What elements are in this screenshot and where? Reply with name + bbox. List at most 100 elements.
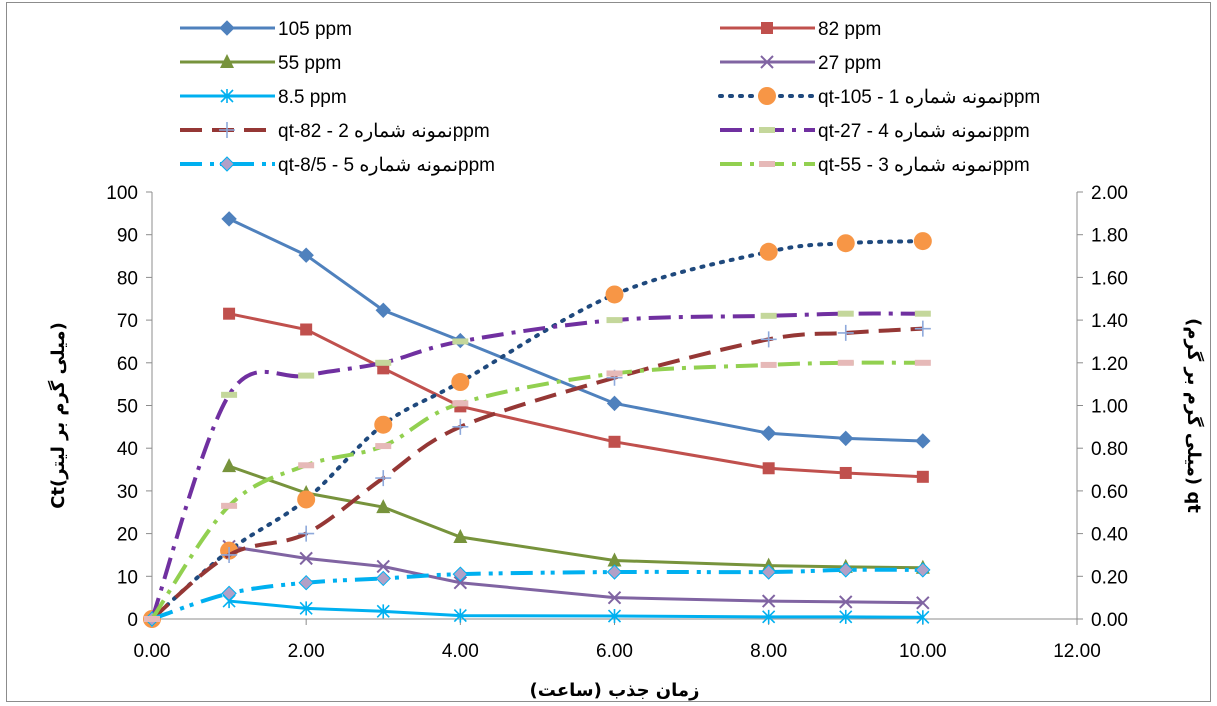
data-point: [298, 462, 315, 469]
y-left-tick-label: 10: [117, 567, 138, 588]
data-point: [222, 458, 237, 473]
y-left-tick-label: 30: [117, 482, 138, 503]
chart-frame: [6, 2, 1211, 702]
legend-label: qt-55 - 3 نمونه شمارهppm: [818, 155, 1030, 176]
data-point: [606, 395, 623, 412]
y-left-tick-label: 40: [117, 439, 138, 460]
legend-marker: [219, 20, 235, 36]
legend-item: qt-27 - 4 نمونه شمارهppm: [720, 121, 1030, 142]
y-left-tick-label: 80: [117, 268, 138, 289]
data-point: [144, 616, 160, 622]
y-left-tick-label: 90: [117, 226, 138, 247]
data-point: [607, 609, 622, 624]
legend-marker: [220, 89, 234, 103]
data-point: [606, 370, 623, 377]
x-tick-label: 0.00: [134, 641, 171, 662]
y-right-tick-label: 1.20: [1091, 354, 1128, 375]
data-point: [759, 242, 778, 261]
data-point: [836, 234, 855, 253]
series-6: [143, 232, 932, 628]
y-right-tick-label: 2.00: [1091, 183, 1128, 204]
x-tick-label: 2.00: [288, 641, 325, 662]
data-point: [221, 502, 238, 509]
series-line: [228, 312, 923, 479]
data-point: [761, 594, 776, 608]
series-1: [221, 211, 931, 449]
legend-item: qt-8/5 - 5 نمونه شمارهppm: [180, 155, 495, 176]
data-point: [760, 361, 777, 368]
data-point: [375, 443, 392, 450]
data-point: [760, 312, 777, 319]
data-point: [221, 391, 238, 398]
legend-label: qt-27 - 4 نمونه شمارهppm: [818, 121, 1030, 142]
data-point: [916, 596, 930, 610]
y-left-tick-label: 20: [117, 525, 138, 546]
axes: 0.00 2.00 4.00 6.00 8.00 10.00 12.00 0 10 20 30 40 5…: [106, 183, 1128, 662]
data-point: [298, 247, 314, 263]
data-point: [762, 462, 775, 475]
y-right-tick-label: 0.80: [1091, 439, 1128, 460]
data-point: [914, 320, 931, 337]
data-point: [453, 575, 468, 590]
data-point: [913, 232, 932, 251]
y-left-tick-label: 70: [117, 311, 138, 332]
data-point: [375, 302, 391, 318]
y-right-tick-label: 0.40: [1091, 525, 1128, 546]
data-point: [452, 400, 469, 407]
legend-marker: [759, 161, 775, 167]
data-point: [300, 323, 313, 336]
data-point: [915, 562, 931, 578]
series-4: [222, 539, 930, 610]
data-point: [376, 604, 390, 619]
legend-item: 55 ppm: [180, 53, 341, 74]
x-tick-label: 12.00: [1053, 641, 1101, 662]
legend-item: qt-55 - 3 نمونه شمارهppm: [720, 155, 1030, 176]
data-point: [607, 552, 622, 567]
legend-marker: [760, 55, 774, 69]
data-point: [916, 470, 929, 483]
data-point: [376, 499, 391, 514]
data-point: [375, 359, 392, 366]
data-point: [298, 372, 315, 379]
legend-label: 8.5 ppm: [278, 87, 347, 108]
data-point: [607, 590, 622, 605]
y-left-tick-label: 100: [106, 183, 138, 204]
legend-item: 105 ppm: [180, 19, 352, 40]
data-point: [837, 310, 854, 317]
series-line: [150, 239, 925, 621]
data-point: [299, 601, 313, 616]
data-point: [375, 470, 392, 487]
legend-item: 8.5 ppm: [180, 87, 347, 108]
data-point: [376, 559, 390, 574]
data-point: [451, 373, 470, 392]
legend-marker: [219, 122, 235, 138]
y-left-axis-title: (میلی گرم بر لیتر)Ct: [47, 322, 69, 509]
y-right-tick-label: 0.20: [1091, 567, 1128, 588]
x-axis-title: زمان جذب (ساعت): [530, 680, 700, 701]
series-line: [228, 544, 923, 605]
series-line: [228, 217, 923, 443]
data-point: [452, 566, 469, 582]
legend-item: qt-82 - 2 نمونه شمارهppm: [180, 121, 490, 142]
data-point: [762, 609, 776, 624]
data-point: [914, 359, 931, 366]
data-point: [837, 324, 854, 341]
legend-marker: [758, 87, 776, 105]
legend-label: 82 ppm: [818, 19, 881, 40]
y-right-tick-label: 1.80: [1091, 226, 1128, 247]
x-tick-label: 6.00: [596, 641, 633, 662]
series-line: [228, 599, 923, 619]
series-line: [151, 567, 923, 621]
data-point: [839, 609, 853, 624]
legend: 105 ppm 82 ppm 55 ppm 27 ppm 8.5 ppm qt-105 -…: [180, 19, 1040, 176]
y-left-tick-label: 0: [127, 610, 138, 631]
legend-label: qt-105 - 1 نمونه شمارهppm: [818, 87, 1040, 108]
x-tick-label: 10.00: [899, 641, 947, 662]
data-point: [914, 310, 931, 317]
data-point: [839, 595, 853, 609]
data-point: [915, 433, 931, 449]
legend-label: qt-82 - 2 نمونه شمارهppm: [278, 121, 490, 142]
y-right-tick-label: 1.00: [1091, 397, 1128, 418]
legend-label: qt-8/5 - 5 نمونه شمارهppm: [278, 155, 495, 176]
